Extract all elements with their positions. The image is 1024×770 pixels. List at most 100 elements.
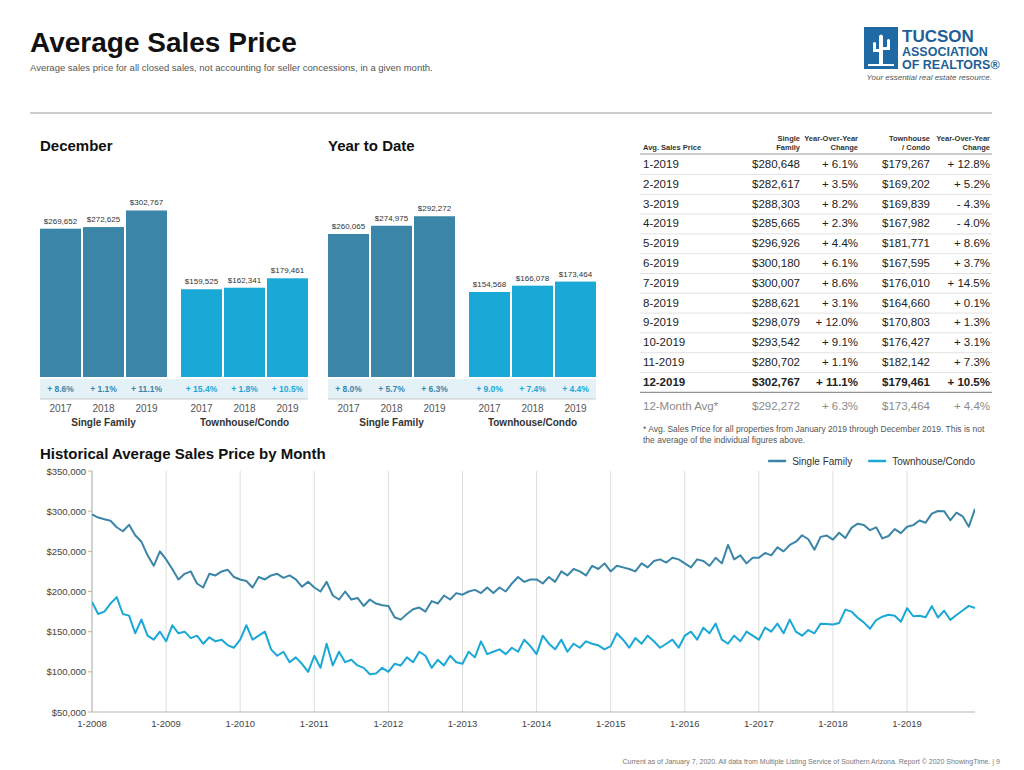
table-cell: $292,272 (752, 400, 800, 412)
tick-label: 1-2015 (596, 718, 626, 729)
table-cell: $164,660 (882, 297, 930, 309)
table-rule (640, 352, 992, 353)
table-rule (640, 392, 992, 393)
tick-label: 2019 (135, 403, 158, 414)
tick-label: 1-2016 (670, 718, 700, 729)
logo-text: ASSOCIATION (902, 45, 988, 59)
table-rule (640, 233, 992, 234)
tick-label: 1-2012 (374, 718, 404, 729)
table-cell: $300,007 (752, 277, 800, 289)
grid-line (536, 471, 537, 712)
grid-line (462, 471, 463, 712)
tick-label: $100,000 (46, 666, 86, 677)
series-label: Townhouse/Condo (488, 417, 577, 428)
bar (371, 226, 412, 377)
bar (224, 288, 265, 377)
table-cell: 12-Month Avg* (643, 400, 719, 412)
tick-label: 1-2019 (892, 718, 922, 729)
data-label: $154,568 (473, 280, 507, 289)
table-cell: $300,180 (752, 257, 800, 269)
table-cell: 9-2019 (643, 316, 679, 328)
tick (88, 631, 92, 632)
table-cell: $182,142 (882, 356, 930, 368)
change-label: + 9.0% (476, 384, 503, 394)
tick-label: $50,000 (52, 707, 86, 718)
table-cell: $296,926 (752, 237, 800, 249)
table-rule (640, 154, 992, 155)
table-cell: - 4.3% (957, 198, 990, 210)
table-cell: 5-2019 (643, 237, 679, 249)
table-cell: - 4.0% (957, 217, 990, 229)
table-cell: 7-2019 (643, 277, 679, 289)
tick-label: 1-2017 (744, 718, 774, 729)
bar-chart: $260,065+ 8.0%2017$274,975+ 5.7%2018$292… (328, 204, 596, 428)
table-cell: 11-2019 (643, 356, 684, 368)
table-header: Avg. Sales Price (643, 143, 701, 152)
table-cell: 2-2019 (643, 178, 679, 190)
tick-label: $200,000 (46, 586, 86, 597)
tick-label: 1-2013 (448, 718, 478, 729)
table-cell: $173,464 (882, 400, 931, 412)
table-cell: + 0.1% (954, 297, 990, 309)
table-cell: + 2.3% (822, 217, 858, 229)
grid-line (832, 471, 833, 712)
change-label: + 15.4% (186, 384, 218, 394)
baseline (328, 399, 596, 400)
tick-label: 2019 (276, 403, 299, 414)
table-cell: $181,771 (882, 237, 930, 249)
legend-swatch (868, 460, 886, 463)
bar (267, 278, 308, 377)
table-header: / Condo (902, 143, 930, 152)
bar (512, 286, 553, 377)
table-cell: $179,461 (882, 376, 931, 388)
bar (414, 216, 455, 377)
tick-label: 2019 (423, 403, 446, 414)
tick-label: $300,000 (46, 506, 86, 517)
data-label: $302,767 (130, 198, 164, 207)
data-label: $179,461 (271, 266, 305, 275)
tick (88, 712, 92, 713)
table-header: Change (962, 143, 990, 152)
baseline (40, 399, 308, 400)
legend: Townhouse/CondoSingle Family (768, 456, 975, 467)
table-cell: 12-2019 (643, 376, 685, 388)
tick-label: 1-2008 (77, 718, 107, 729)
tick-label: 1-2009 (151, 718, 181, 729)
grid-line (758, 471, 759, 712)
tick (88, 551, 92, 552)
table-cell: $280,648 (752, 158, 800, 170)
change-label: + 10.5% (272, 384, 304, 394)
change-label: + 8.6% (47, 384, 74, 394)
tick-label: 2018 (92, 403, 115, 414)
change-label: + 1.1% (90, 384, 117, 394)
table-cell: + 3.1% (822, 297, 858, 309)
table-cell: $170,803 (882, 316, 930, 328)
table-header: Year-Over-Year (936, 134, 990, 143)
tick-label: 1-2014 (522, 718, 552, 729)
table-cell: $280,702 (752, 356, 800, 368)
table-cell: $169,839 (882, 198, 930, 210)
tick-label: 2019 (564, 403, 587, 414)
tick-label: 2017 (49, 403, 72, 414)
lines (92, 509, 975, 674)
table-rule (640, 214, 992, 215)
table-cell: $288,621 (752, 297, 800, 309)
legend-label: Townhouse/Condo (892, 456, 975, 467)
page: {"header": {"title": "Average Sales Pric… (0, 0, 1024, 770)
table-cell: $293,542 (752, 336, 800, 348)
change-band (328, 379, 596, 399)
change-band (40, 379, 308, 399)
table-cell: + 6.1% (822, 257, 858, 269)
chart-title: Historical Average Sales Price by Month (40, 445, 326, 462)
table-cell: + 1.3% (954, 316, 990, 328)
change-label: + 4.4% (562, 384, 589, 394)
series-label: Single Family (359, 417, 424, 428)
tick-label: 2017 (337, 403, 360, 414)
change-label: + 1.8% (231, 384, 258, 394)
logo-text: OF REALTORS® (902, 58, 1000, 72)
data-label: $269,652 (44, 217, 78, 226)
table-cell: + 8.6% (954, 237, 990, 249)
table-cell: + 3.5% (822, 178, 858, 190)
table-rule (640, 194, 992, 195)
tick-label: 2018 (380, 403, 403, 414)
